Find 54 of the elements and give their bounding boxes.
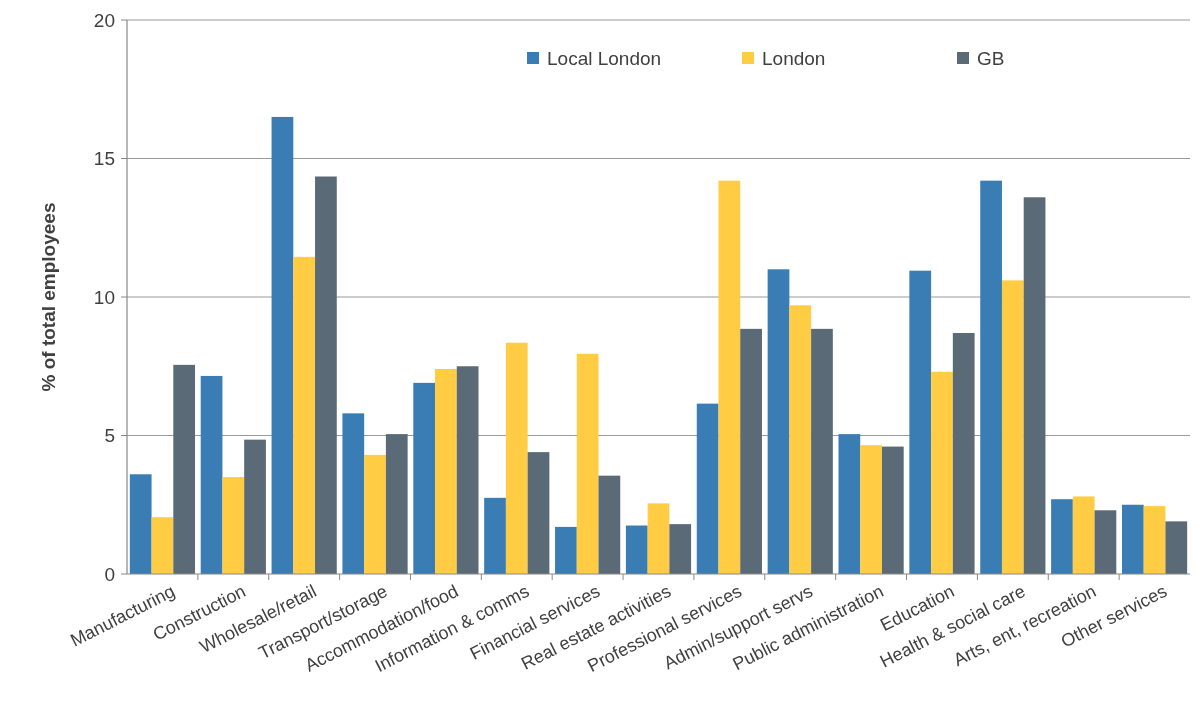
legend-label: Local London bbox=[547, 47, 662, 69]
bar bbox=[625, 525, 648, 574]
bar bbox=[598, 475, 621, 574]
bar bbox=[740, 328, 762, 574]
bar bbox=[456, 366, 479, 574]
bar bbox=[505, 342, 528, 574]
bar bbox=[931, 371, 953, 574]
bar bbox=[980, 180, 1002, 574]
bar bbox=[1094, 510, 1117, 574]
bar bbox=[484, 497, 506, 574]
bar bbox=[669, 524, 692, 574]
bar bbox=[244, 439, 266, 574]
y-tick-label: 20 bbox=[93, 9, 115, 31]
bar bbox=[315, 176, 337, 574]
bar bbox=[576, 353, 599, 574]
bar bbox=[200, 375, 223, 574]
bar bbox=[1023, 197, 1046, 574]
bar bbox=[909, 270, 932, 574]
bar bbox=[271, 116, 294, 574]
bar bbox=[364, 454, 386, 574]
bar bbox=[789, 305, 812, 574]
bar bbox=[129, 474, 152, 574]
bar bbox=[293, 256, 316, 574]
bar bbox=[860, 445, 882, 574]
bar bbox=[1165, 521, 1188, 574]
bar bbox=[952, 333, 975, 574]
bar bbox=[342, 413, 365, 574]
y-tick-label: 0 bbox=[104, 563, 115, 585]
bar bbox=[811, 328, 833, 574]
bar bbox=[1051, 499, 1073, 574]
bar bbox=[173, 364, 196, 574]
bar bbox=[1121, 504, 1144, 574]
y-tick-label: 15 bbox=[93, 148, 115, 170]
bar bbox=[555, 526, 577, 574]
bar bbox=[718, 180, 741, 574]
bar bbox=[413, 382, 436, 574]
bar bbox=[1143, 506, 1166, 574]
bar bbox=[647, 503, 670, 574]
bar bbox=[1072, 496, 1095, 574]
bar bbox=[151, 517, 174, 574]
y-tick-label: 10 bbox=[93, 286, 115, 308]
bar bbox=[881, 446, 904, 574]
bar bbox=[696, 403, 719, 574]
bar bbox=[767, 269, 790, 574]
legend-label: London bbox=[762, 47, 826, 69]
bar bbox=[527, 452, 550, 574]
y-tick-label: 5 bbox=[104, 425, 115, 447]
bar bbox=[838, 434, 861, 574]
bar bbox=[1001, 280, 1024, 574]
legend-label: GB bbox=[977, 47, 1005, 69]
bar bbox=[435, 369, 457, 574]
bar bbox=[385, 434, 408, 574]
y-axis-title: % of total employees bbox=[38, 202, 59, 392]
bar bbox=[222, 477, 245, 574]
